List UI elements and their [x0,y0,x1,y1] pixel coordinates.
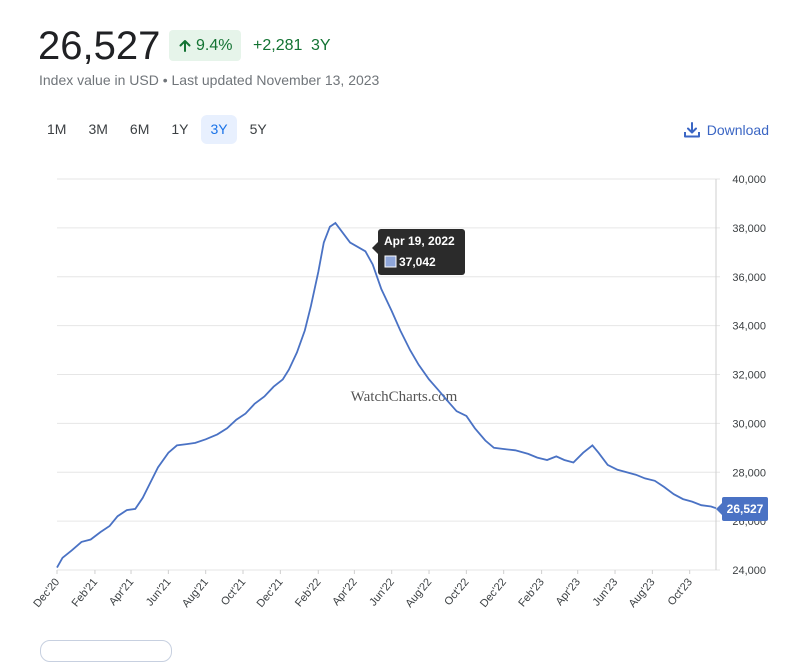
subtitle: Index value in USD • Last updated Novemb… [39,72,380,88]
series-line [56,221,717,569]
grid-lines [57,178,720,571]
price-chart[interactable]: 24,00026,00028,00030,00032,00034,00036,0… [0,160,799,645]
range-3m[interactable]: 3M [88,121,108,137]
change-absolute: +2,281 [253,37,303,54]
y-tick-label: 30,000 [732,418,766,430]
x-tick-label: Oct'21 [219,576,248,608]
download-label: Download [706,122,769,138]
x-tick-label: Jun'23 [591,576,621,608]
x-tick-label: Aug'21 [180,576,211,610]
last-value-text: 26,527 [727,502,764,516]
range-1m[interactable]: 1M [47,121,67,137]
y-tick-label: 40,000 [732,174,766,186]
index-price: 26,527 [38,24,161,68]
x-tick-label: Aug'22 [403,576,434,610]
x-tick-label: Feb'22 [293,576,324,609]
arrow-up-icon [179,39,191,52]
x-tick-label: Apr'23 [554,576,583,608]
x-tick-label: Feb'23 [516,576,547,609]
x-tick-label: Feb'21 [70,576,101,609]
download-icon [683,122,700,138]
range-1y[interactable]: 1Y [171,121,189,137]
y-tick-label: 32,000 [732,370,766,382]
x-tick-label: Jun'21 [144,576,174,608]
watermark: WatchCharts.com [351,389,458,405]
last-value-label: 26,527 [716,497,768,521]
y-tick-label: 34,000 [732,321,766,333]
range-3y[interactable]: 3Y [201,115,237,144]
x-tick-label: Oct'22 [442,576,471,608]
y-tick-label: 36,000 [732,272,766,284]
change-period: 3Y [311,37,331,54]
y-tick-label: 28,000 [732,467,766,479]
bottom-control[interactable] [40,640,172,662]
change-percent: 9.4% [196,37,233,54]
x-tick-label: Aug'23 [627,576,658,610]
x-tick-label: Apr'21 [107,576,136,608]
x-tick-label: Dec'22 [478,576,509,610]
tooltip-date: Apr 19, 2022 [384,234,455,248]
x-axis: Dec'20 Feb'21 Apr'21 Jun'21 Aug'21 Oct'21 Dec'… [31,570,695,610]
range-6m[interactable]: 6M [129,121,150,137]
change-badge: 9.4% [169,30,242,61]
download-button[interactable]: Download [683,120,769,140]
x-tick-label: Dec'21 [255,576,286,610]
y-tick-label: 38,000 [732,223,766,235]
range-selector: 1M 3M 6M 1Y 3Y 5Y [38,115,280,144]
range-5y[interactable]: 5Y [249,121,267,137]
y-tick-label: 24,000 [732,565,766,577]
x-tick-label: Dec'20 [31,576,62,610]
tooltip: Apr 19, 2022 37,042 [372,229,465,275]
x-tick-label: Jun'22 [367,576,397,608]
x-tick-label: Apr'22 [330,576,359,608]
tooltip-value: 37,042 [399,255,436,269]
x-tick-label: Oct'23 [666,576,695,608]
